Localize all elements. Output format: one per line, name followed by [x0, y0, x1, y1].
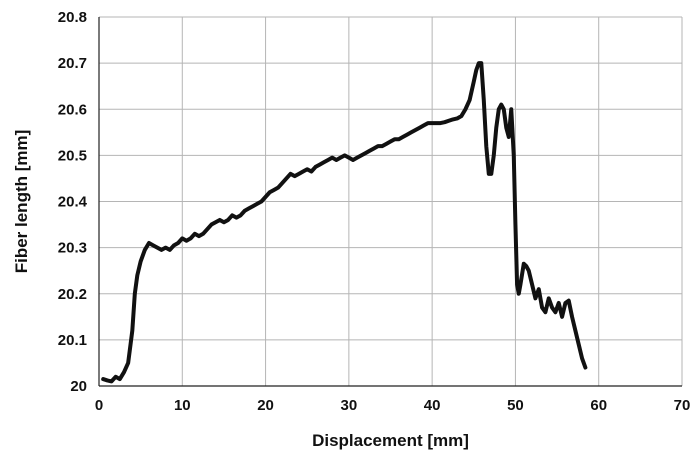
x-axis-title: Displacement [mm] [312, 431, 469, 450]
x-tick-label: 50 [507, 397, 524, 414]
y-tick-label: 20.5 [58, 147, 87, 164]
y-tick-label: 20.8 [58, 9, 87, 26]
tick-labels: 0 10 20 30 40 50 60 70 20 20.1 20.2 20.3 20.4 20.5 20.… [58, 9, 691, 414]
y-tick-label: 20.3 [58, 240, 87, 257]
x-tick-label: 60 [590, 397, 607, 414]
x-tick-label: 10 [174, 397, 191, 414]
y-tick-label: 20.2 [58, 286, 87, 303]
grid-lines [99, 16, 683, 386]
x-tick-label: 30 [341, 397, 358, 414]
x-tick-label: 20 [257, 397, 274, 414]
y-tick-label: 20.6 [58, 101, 87, 118]
y-axis-title: Fiber length [mm] [12, 130, 31, 274]
plot-axes [98, 17, 682, 387]
x-tick-label: 40 [424, 397, 441, 414]
x-tick-label: 70 [674, 397, 691, 414]
y-tick-label: 20.1 [58, 332, 87, 349]
y-tick-label: 20.4 [58, 194, 88, 211]
y-tick-label: 20.7 [58, 55, 87, 72]
y-tick-label: 20 [70, 378, 87, 395]
x-tick-label: 0 [95, 397, 103, 414]
series-layer [101, 61, 588, 384]
series-line-0 [101, 61, 588, 384]
